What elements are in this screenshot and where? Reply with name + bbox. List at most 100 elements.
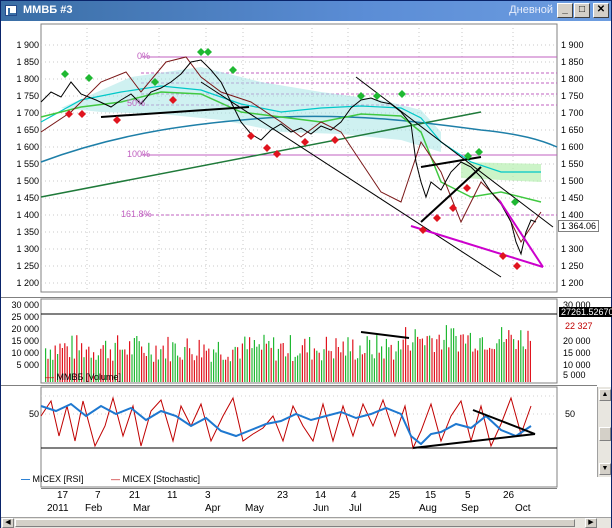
volume-bar (126, 354, 128, 382)
price-panel[interactable]: 1 900 1 850 1 800 1 750 1 700 1 650 1 60… (1, 22, 611, 294)
price-line[interactable] (40, 59, 537, 256)
volume-bar (88, 346, 90, 382)
volume-bar (73, 358, 75, 382)
volume-bar (385, 338, 387, 382)
volume-bar (256, 346, 258, 382)
day-tick: 3 (205, 490, 211, 501)
volume-bar (412, 342, 414, 382)
rsi-line[interactable] (40, 402, 532, 446)
wedge-lines[interactable] (410, 199, 544, 268)
volume-bar (349, 351, 351, 382)
volume-bar (297, 355, 299, 382)
y-tick-right: 1 800 (561, 74, 584, 84)
volume-bar (472, 351, 474, 382)
volume-bar (97, 355, 99, 382)
volume-bar (354, 359, 356, 382)
y-tick: 1 650 (16, 125, 39, 135)
volume-bar (481, 337, 483, 382)
volume-bar (189, 348, 191, 382)
volume-bar (229, 361, 231, 382)
volume-bar (433, 352, 435, 382)
volume-bar (441, 349, 443, 382)
volume-bar (124, 349, 126, 382)
moving-averages[interactable] (40, 56, 558, 243)
stochastic-line[interactable] (40, 396, 532, 450)
volume-bar (177, 355, 179, 382)
volume-bar (270, 347, 272, 382)
oscillator-chart-svg[interactable] (1, 386, 597, 488)
volume-bar (390, 344, 392, 382)
close-icon: ✕ (596, 4, 606, 15)
volume-bar (186, 338, 188, 382)
volume-bar (378, 352, 380, 382)
volume-bar (409, 350, 411, 382)
fibonacci-levels[interactable] (141, 56, 557, 216)
osc-trend-lines[interactable] (412, 409, 536, 449)
scroll-thumb[interactable] (599, 427, 611, 441)
close-button[interactable]: ✕ (593, 3, 609, 18)
volume-bar (179, 357, 181, 382)
vol-tick-right: 10 000 (563, 360, 591, 370)
volume-bar (467, 335, 469, 382)
volume-bar (448, 347, 450, 382)
volume-bar (129, 341, 131, 382)
volume-bar (311, 359, 313, 382)
scroll-up-icon[interactable]: ▲ (599, 389, 611, 401)
volume-bar (105, 340, 107, 382)
y-tick-right: 1 450 (561, 193, 584, 203)
volume-bar (352, 339, 354, 382)
volume-bar (131, 354, 133, 382)
maximize-button[interactable]: □ (574, 3, 590, 18)
price-chart-svg[interactable] (1, 22, 611, 294)
volume-bar (479, 338, 481, 382)
volume-bar (498, 339, 500, 382)
scroll-down-icon[interactable]: ▼ (599, 463, 611, 475)
volume-bar (402, 339, 404, 382)
volume-bar (181, 359, 183, 382)
oscillator-panel[interactable]: 50 50 — MICEX [RSI] — MICEX [Stochastic] (1, 385, 597, 488)
volume-bar (138, 341, 140, 382)
month-tick: Sep (461, 503, 479, 514)
y-tick: 1 250 (16, 261, 39, 271)
horizontal-scroll-thumb[interactable] (15, 519, 575, 527)
month-tick: 2011 (47, 503, 69, 514)
y-tick: 1 200 (16, 278, 39, 288)
trend-lines[interactable] (100, 76, 554, 278)
osc-level-left: 50 (28, 409, 39, 419)
period-label[interactable]: Дневной (509, 4, 553, 16)
volume-panel[interactable]: 30 000 25 000 20 000 15 000 10 000 5 000… (1, 297, 612, 384)
volume-bar (371, 354, 373, 382)
volume-bar (210, 361, 212, 382)
vol-tick: 5 000 (16, 360, 39, 370)
y-tick: 1 300 (16, 244, 39, 254)
y-tick: 1 400 (16, 210, 39, 220)
volume-bar (225, 359, 227, 382)
y-tick: 1 350 (16, 227, 39, 237)
volume-bar (150, 354, 152, 382)
scroll-left-icon[interactable]: ◀ (2, 518, 14, 528)
volume-bar (373, 358, 375, 382)
volume-bar (333, 358, 335, 382)
vertical-scrollbar[interactable]: ▲ ▼ (597, 387, 611, 477)
day-tick: 26 (503, 490, 515, 501)
volume-bar (249, 337, 251, 382)
volume-bar (153, 361, 155, 382)
scroll-right-icon[interactable]: ▶ (585, 518, 597, 528)
minimize-button[interactable]: _ (557, 3, 573, 18)
y-tick-right: 1 250 (561, 261, 584, 271)
volume-bar (61, 348, 63, 382)
volume-bar (107, 358, 109, 382)
volume-bar (328, 350, 330, 382)
volume-bar (265, 343, 267, 382)
volume-bar (337, 347, 339, 382)
title-bar[interactable]: ММВБ #3 Дневной _ □ ✕ (1, 1, 611, 21)
volume-trend-line[interactable] (360, 331, 410, 339)
horizontal-scrollbar[interactable]: ◀ ▶ (1, 517, 611, 528)
volume-bar (114, 342, 116, 382)
volume-bar (174, 343, 176, 382)
volume-bar (393, 359, 395, 382)
volume-bar (64, 343, 66, 382)
y-tick: 1 600 (16, 142, 39, 152)
volume-chart-svg[interactable] (1, 298, 611, 384)
